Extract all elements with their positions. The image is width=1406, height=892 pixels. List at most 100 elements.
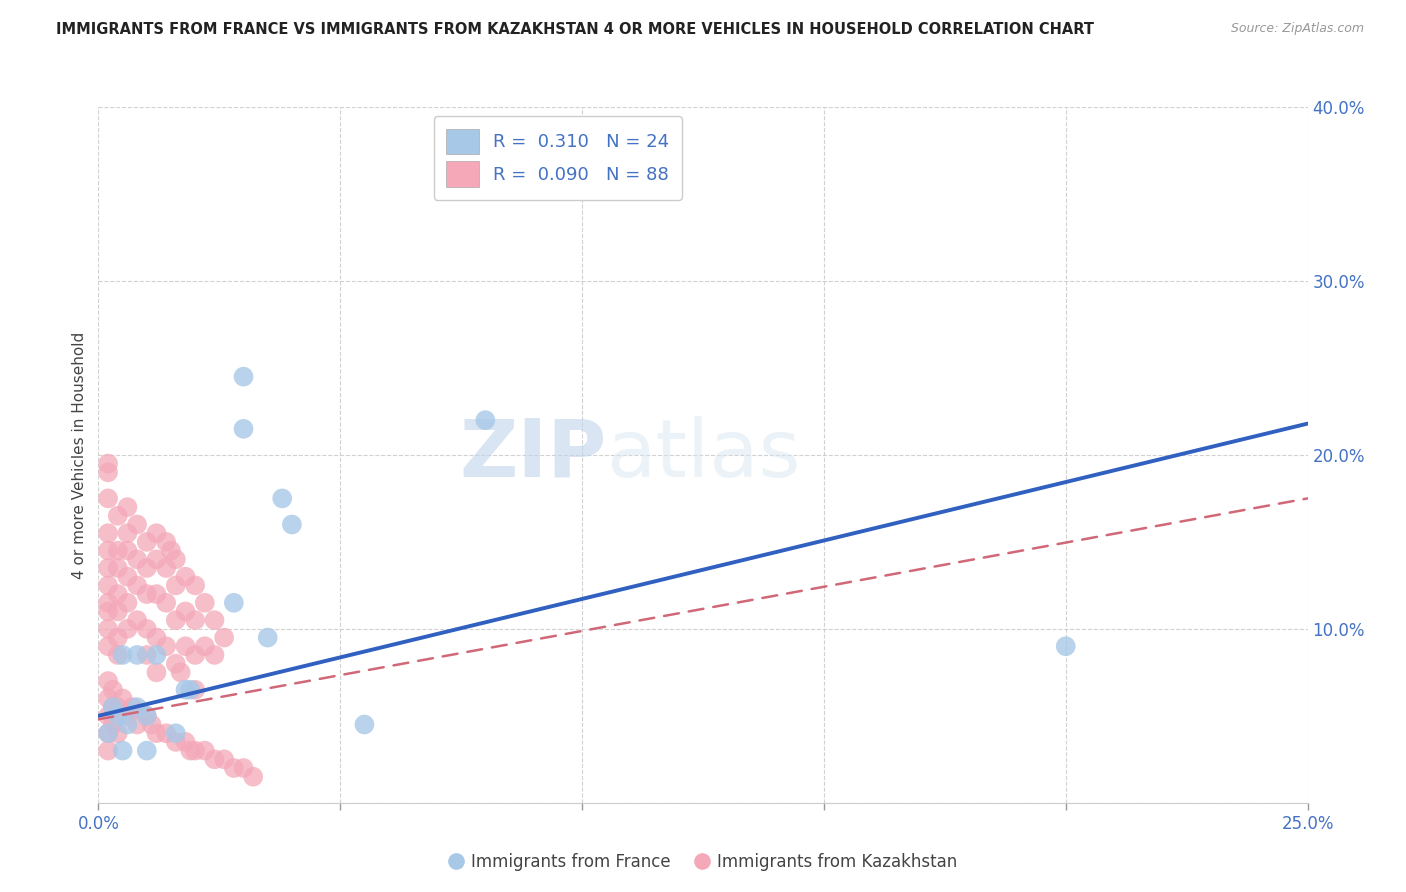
- Point: [97, 744, 120, 758]
- Point: [97, 622, 120, 636]
- Point: [117, 543, 139, 558]
- Point: [107, 508, 129, 523]
- Point: [145, 587, 167, 601]
- Point: [474, 413, 496, 427]
- Point: [117, 717, 139, 731]
- Point: [242, 770, 264, 784]
- Point: [184, 648, 207, 662]
- Point: [222, 761, 245, 775]
- Point: [155, 534, 177, 549]
- Point: [145, 648, 167, 662]
- Point: [145, 665, 167, 680]
- Point: [97, 596, 120, 610]
- Point: [165, 735, 187, 749]
- Point: [232, 422, 254, 436]
- Point: [97, 691, 120, 706]
- Text: IMMIGRANTS FROM FRANCE VS IMMIGRANTS FROM KAZAKHSTAN 4 OR MORE VEHICLES IN HOUSE: IMMIGRANTS FROM FRANCE VS IMMIGRANTS FRO…: [56, 22, 1094, 37]
- Point: [107, 631, 129, 645]
- Point: [97, 526, 120, 541]
- Point: [353, 717, 375, 731]
- Point: [101, 717, 124, 731]
- Point: [135, 534, 157, 549]
- Point: [111, 648, 134, 662]
- Point: [97, 491, 120, 506]
- Point: [1054, 639, 1077, 653]
- Point: [97, 466, 120, 480]
- Point: [107, 543, 129, 558]
- Point: [184, 682, 207, 697]
- Point: [165, 657, 187, 671]
- Point: [165, 578, 187, 592]
- Point: [97, 726, 120, 740]
- Point: [165, 613, 187, 627]
- Point: [107, 708, 129, 723]
- Point: [184, 744, 207, 758]
- Point: [450, 144, 472, 158]
- Point: [145, 552, 167, 566]
- Point: [135, 648, 157, 662]
- Text: atlas: atlas: [606, 416, 800, 494]
- Point: [101, 682, 124, 697]
- Point: [155, 596, 177, 610]
- Point: [107, 700, 129, 714]
- Point: [101, 700, 124, 714]
- Point: [281, 517, 304, 532]
- Point: [194, 596, 217, 610]
- Point: [204, 752, 226, 766]
- Point: [107, 605, 129, 619]
- Point: [194, 639, 217, 653]
- Point: [107, 726, 129, 740]
- Point: [145, 631, 167, 645]
- Point: [135, 708, 157, 723]
- Point: [127, 613, 149, 627]
- Point: [107, 648, 129, 662]
- Point: [97, 708, 120, 723]
- Point: [135, 708, 157, 723]
- Point: [111, 691, 134, 706]
- Point: [135, 622, 157, 636]
- Point: [271, 491, 294, 506]
- Point: [111, 744, 134, 758]
- Point: [117, 526, 139, 541]
- Point: [117, 500, 139, 514]
- Point: [169, 665, 191, 680]
- Point: [174, 570, 197, 584]
- Point: [256, 631, 278, 645]
- Point: [97, 578, 120, 592]
- Y-axis label: 4 or more Vehicles in Household: 4 or more Vehicles in Household: [72, 331, 87, 579]
- Point: [165, 726, 187, 740]
- Point: [107, 561, 129, 575]
- Point: [155, 726, 177, 740]
- Point: [135, 744, 157, 758]
- Point: [232, 369, 254, 384]
- Point: [212, 752, 235, 766]
- Point: [141, 717, 163, 731]
- Point: [135, 561, 157, 575]
- Point: [145, 726, 167, 740]
- Point: [127, 578, 149, 592]
- Legend: Immigrants from France, Immigrants from Kazakhstan: Immigrants from France, Immigrants from …: [443, 847, 963, 878]
- Point: [97, 639, 120, 653]
- Point: [179, 744, 201, 758]
- Point: [117, 622, 139, 636]
- Point: [97, 726, 120, 740]
- Point: [121, 700, 143, 714]
- Point: [101, 700, 124, 714]
- Point: [155, 561, 177, 575]
- Point: [174, 682, 197, 697]
- Point: [174, 735, 197, 749]
- Point: [204, 648, 226, 662]
- Point: [127, 517, 149, 532]
- Point: [97, 674, 120, 689]
- Point: [204, 613, 226, 627]
- Point: [107, 587, 129, 601]
- Point: [127, 648, 149, 662]
- Point: [127, 552, 149, 566]
- Point: [184, 578, 207, 592]
- Text: ZIP: ZIP: [458, 416, 606, 494]
- Point: [160, 543, 183, 558]
- Point: [174, 605, 197, 619]
- Point: [194, 744, 217, 758]
- Point: [117, 708, 139, 723]
- Point: [165, 552, 187, 566]
